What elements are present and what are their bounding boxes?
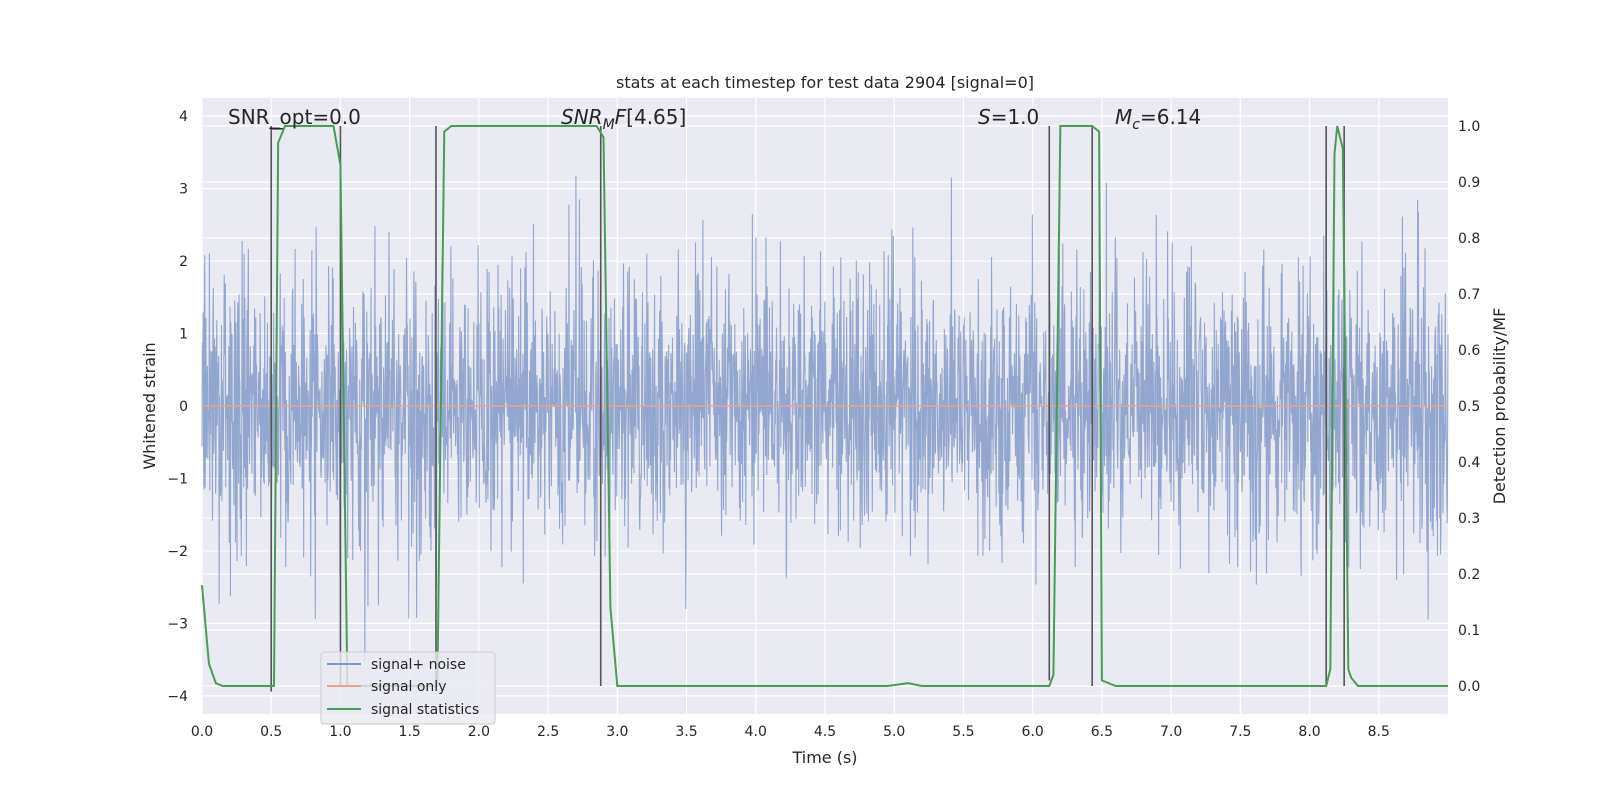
annotation-snr-mf-value: [4.65]: [626, 105, 686, 129]
chart-title: stats at each timestep for test data 290…: [616, 73, 1034, 92]
annotation-mc-value: =6.14: [1140, 105, 1201, 129]
y-tick-label: 3: [179, 182, 188, 198]
x-tick-label: 5.5: [952, 724, 974, 740]
y2-axis-ticks: 0.0 0.1 0.2 0.3 0.4 0.5 0.6 0.7 0.8 0.9 1.0: [1458, 119, 1480, 695]
x-tick-label: 7.5: [1229, 724, 1251, 740]
series-line-signal-statistics: [201, 125, 1448, 687]
y2-tick-label: 1.0: [1458, 119, 1480, 135]
y2-tick-label: 0.2: [1458, 567, 1480, 583]
x-axis-ticks: 0.0 0.5 1.0 1.5 2.0 2.5 3.0 3.5 4.0 4.5 5.0 5.5 6.0 6…: [191, 724, 1390, 740]
annotation-snr-opt: SNR_opt=0.0: [228, 105, 361, 129]
legend-label-signal-noise: signal+ noise: [371, 657, 466, 673]
y-axis-ticks: −4 −3 −2 −1 0 1 2 3 4: [167, 109, 188, 705]
x-tick-label: 1.0: [329, 724, 351, 740]
x-tick-label: 2.5: [537, 724, 559, 740]
y2-tick-label: 0.7: [1458, 287, 1480, 303]
y2-tick-label: 0.1: [1458, 623, 1480, 639]
legend-label-signal-only: signal only: [371, 679, 446, 695]
y-tick-label: 2: [179, 254, 188, 270]
legend-box: [320, 651, 496, 725]
y2-tick-label: 0.9: [1458, 175, 1480, 191]
y-tick-label: −2: [167, 544, 188, 560]
x-tick-label: 1.5: [399, 724, 421, 740]
legend: signal+ noise signal only signal statist…: [320, 651, 496, 725]
y2-axis-label: Detection probability/MF: [1490, 308, 1509, 505]
series-signal-statistics: [201, 125, 1448, 687]
y-tick-label: −1: [167, 471, 188, 487]
x-tick-label: 4.5: [814, 724, 836, 740]
annotation-s: S=1.0: [978, 105, 1039, 129]
x-axis-label: Time (s): [791, 748, 857, 767]
y2-tick-label: 0.4: [1458, 455, 1480, 471]
x-tick-label: 0.5: [260, 724, 282, 740]
x-tick-label: 3.5: [675, 724, 697, 740]
y2-tick-label: 0.6: [1458, 343, 1480, 359]
x-tick-label: 6.5: [1091, 724, 1113, 740]
y-tick-label: −3: [167, 616, 188, 632]
x-tick-label: 2.0: [468, 724, 490, 740]
series-line-signal-noise: [201, 175, 1449, 663]
annotation-mc: Mc=6.14: [1115, 105, 1201, 133]
y2-tick-label: 0.8: [1458, 231, 1480, 247]
legend-label-signal-statistics: signal statistics: [371, 702, 479, 718]
y-tick-label: 4: [179, 109, 188, 125]
x-tick-label: 5.0: [883, 724, 905, 740]
y-axis-label: Whitened strain: [140, 342, 159, 469]
y2-tick-label: 0.3: [1458, 511, 1480, 527]
x-tick-label: 6.0: [1022, 724, 1044, 740]
y-tick-label: 1: [179, 327, 188, 343]
y2-tick-label: 0.0: [1458, 679, 1480, 695]
x-tick-label: 8.0: [1298, 724, 1320, 740]
x-tick-label: 4.0: [745, 724, 767, 740]
y-tick-label: −4: [167, 689, 188, 705]
x-tick-label: 8.5: [1368, 724, 1390, 740]
x-tick-label: 3.0: [606, 724, 628, 740]
x-tick-label: 0.0: [191, 724, 213, 740]
x-tick-label: 7.0: [1160, 724, 1182, 740]
y2-tick-label: 0.5: [1458, 399, 1480, 415]
series-signal-noise: [201, 175, 1449, 663]
annotation-s-value: =1.0: [991, 105, 1040, 129]
y-tick-label: 0: [179, 399, 188, 415]
annotation-snr-mf: SNRMF[4.65]: [561, 105, 686, 133]
